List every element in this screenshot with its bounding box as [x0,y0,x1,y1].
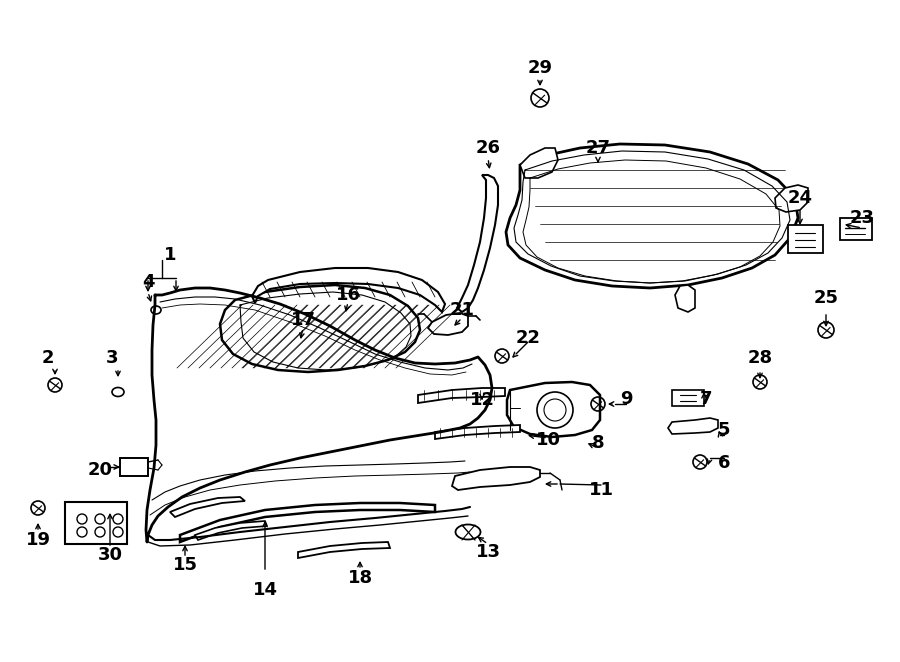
Polygon shape [195,521,267,540]
Text: 26: 26 [475,139,500,157]
Polygon shape [775,185,808,212]
Text: 25: 25 [814,289,839,307]
Text: 14: 14 [253,581,277,599]
Polygon shape [452,467,540,490]
Bar [788,225,823,253]
Text: 27: 27 [586,139,610,157]
Text: 10: 10 [536,431,561,449]
Bar [672,390,704,406]
Text: 6: 6 [718,454,730,472]
Text: 28: 28 [747,349,772,367]
Text: 2: 2 [41,349,54,367]
Bar [65,502,127,544]
Polygon shape [220,285,420,372]
Text: 15: 15 [173,556,197,574]
Text: 13: 13 [475,543,500,561]
Text: 23: 23 [850,209,875,227]
Text: 1: 1 [164,246,176,264]
Text: 17: 17 [291,311,316,329]
Text: 4: 4 [142,273,154,291]
Text: 8: 8 [591,434,604,452]
Polygon shape [520,148,558,178]
Polygon shape [298,542,390,558]
Text: 16: 16 [336,286,361,304]
Polygon shape [418,388,505,403]
Polygon shape [435,425,520,439]
Text: 20: 20 [87,461,112,479]
Text: 18: 18 [347,569,373,587]
Polygon shape [457,175,498,312]
Text: 9: 9 [620,390,632,408]
Text: 3: 3 [106,349,118,367]
Text: 5: 5 [718,421,730,439]
Text: 19: 19 [25,531,50,549]
Polygon shape [668,418,718,434]
Polygon shape [428,313,468,335]
Polygon shape [252,268,445,312]
Text: 29: 29 [527,59,553,77]
Text: 7: 7 [700,390,712,408]
Polygon shape [170,497,245,517]
Polygon shape [506,144,798,288]
Text: 11: 11 [589,481,614,499]
Polygon shape [180,503,435,542]
Text: 12: 12 [470,391,494,409]
Text: 24: 24 [788,189,813,207]
Text: 22: 22 [516,329,541,347]
Polygon shape [675,285,695,312]
Polygon shape [507,382,600,437]
Bar [120,458,148,476]
Bar [840,218,872,240]
Text: 21: 21 [449,301,474,319]
Text: 30: 30 [97,546,122,564]
